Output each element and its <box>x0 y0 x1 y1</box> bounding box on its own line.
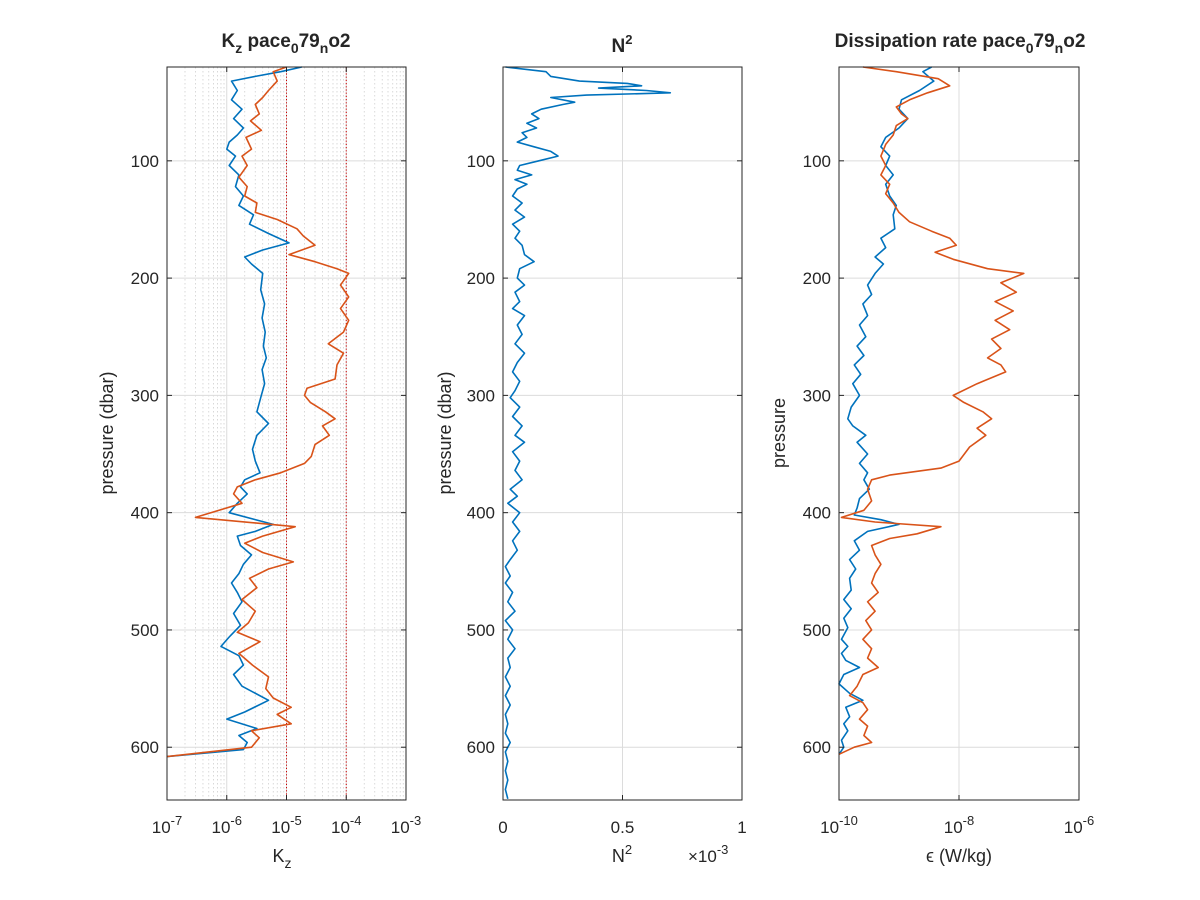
dissipation-series-line-1 <box>838 66 935 755</box>
n2-x-axis-label: N2 <box>612 842 632 866</box>
kz-series <box>166 66 350 758</box>
y-tick-label: 300 <box>803 386 831 405</box>
y-tick-label: 300 <box>467 386 495 405</box>
y-tick-label: 500 <box>131 621 159 640</box>
x-tick-label: 10-10 <box>820 813 858 837</box>
x-tick-label: 10-4 <box>331 813 361 837</box>
y-tick-label: 500 <box>467 621 495 640</box>
x-tick-label: 10-7 <box>152 813 182 837</box>
n2-y-axis-label: pressure (dbar) <box>435 371 455 494</box>
kz-panel: 10-7 10-6 10-5 10-4 10-3 100 200 300 400 500 600 K… <box>97 31 421 871</box>
n2-panel: 0 0.5 1 100 200 300 400 500 600 N2 N2 ×10-3 pres… <box>435 32 747 866</box>
y-tick-label: 400 <box>131 504 159 523</box>
kz-series-line-1 <box>166 66 302 758</box>
dissipation-series-line-2 <box>838 66 1025 756</box>
x-tick-label: 0.5 <box>611 818 635 837</box>
y-tick-label: 100 <box>803 152 831 171</box>
y-tick-label: 300 <box>131 386 159 405</box>
y-tick-label: 600 <box>467 738 495 757</box>
y-tick-label: 100 <box>467 152 495 171</box>
x-tick-label: 10-6 <box>212 813 242 837</box>
n2-title: N2 <box>612 32 633 57</box>
dissipation-title: Dissipation rate pace079no2 <box>835 31 1086 56</box>
n2-ticks: 0 0.5 1 100 200 300 400 500 600 <box>467 67 747 837</box>
y-tick-label: 200 <box>131 269 159 288</box>
n2-series-line-1 <box>504 66 672 799</box>
x-tick-label: 10-8 <box>944 813 974 837</box>
y-tick-label: 100 <box>131 152 159 171</box>
y-tick-label: 600 <box>803 738 831 757</box>
y-tick-label: 400 <box>803 504 831 523</box>
kz-x-axis-label: Kz <box>272 846 291 871</box>
kz-series-line-2 <box>166 66 350 758</box>
dissipation-panel: 10-10 10-8 10-6 100 200 300 400 500 600 Dissipat… <box>769 31 1094 866</box>
y-tick-label: 500 <box>803 621 831 640</box>
kz-title: Kz pace079no2 <box>221 31 350 56</box>
n2-series <box>504 66 672 799</box>
y-tick-label: 600 <box>131 738 159 757</box>
dissipation-x-axis-label: ϵ (W/kg) <box>926 846 992 866</box>
x-tick-label: 10-6 <box>1064 813 1094 837</box>
x-tick-label: 1 <box>737 818 746 837</box>
y-tick-label: 200 <box>467 269 495 288</box>
x-tick-label: 0 <box>498 818 507 837</box>
x-tick-label: 10-3 <box>391 813 421 837</box>
n2-x-multiplier: ×10-3 <box>688 842 728 866</box>
y-tick-label: 200 <box>803 269 831 288</box>
y-tick-label: 400 <box>467 504 495 523</box>
kz-reference-lines <box>286 67 347 800</box>
kz-ticks: 10-7 10-6 10-5 10-4 10-3 100 200 300 400 500 600 <box>131 67 421 837</box>
kz-y-axis-label: pressure (dbar) <box>97 371 117 494</box>
dissipation-y-axis-label: pressure <box>769 398 789 468</box>
x-tick-label: 10-5 <box>271 813 301 837</box>
dissipation-series <box>838 66 1025 756</box>
dissipation-ticks: 10-10 10-8 10-6 100 200 300 400 500 600 <box>803 67 1094 837</box>
